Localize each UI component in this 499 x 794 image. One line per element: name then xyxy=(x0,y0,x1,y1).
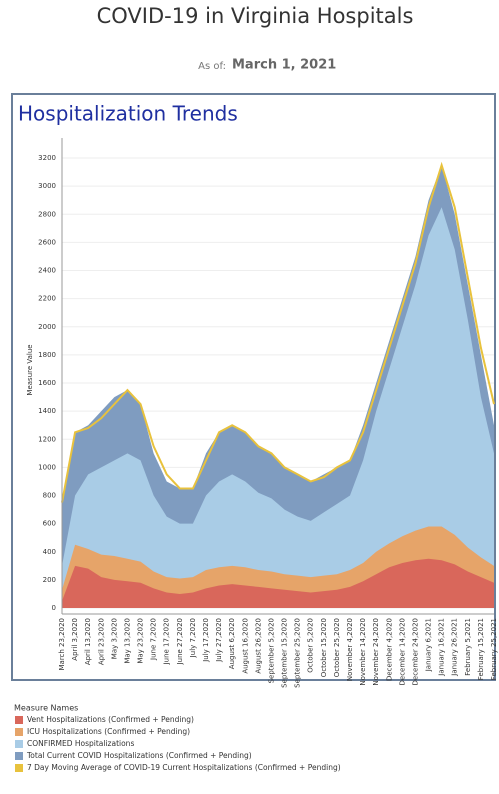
x-tick-label: January 26,2021 xyxy=(451,618,459,677)
x-tick-label: May 3,2020 xyxy=(110,618,118,659)
x-tick-label: January 6,2021 xyxy=(425,618,433,672)
x-tick-label: May 23,2020 xyxy=(137,618,145,664)
area xyxy=(62,207,494,609)
x-tick-label: April 13,2020 xyxy=(84,618,92,665)
x-tick-label: August 26,2020 xyxy=(254,618,262,674)
y-tick-label: 1400 xyxy=(38,407,56,415)
y-tick-label: 400 xyxy=(43,548,56,556)
legend-swatch xyxy=(15,740,23,748)
y-tick-label: 3200 xyxy=(38,154,56,162)
x-tick-label: January 16,2021 xyxy=(438,618,446,677)
legend-swatch xyxy=(15,728,23,736)
legend-label: Total Current COVID Hospitalizations (Co… xyxy=(26,751,252,760)
y-tick-label: 1600 xyxy=(38,379,56,387)
y-tick-label: 1000 xyxy=(38,463,56,471)
legend-swatch xyxy=(15,764,23,772)
x-tick-label: September 25,2020 xyxy=(294,618,302,688)
x-tick-label: February 15,2021 xyxy=(477,618,485,680)
as-of-date: March 1, 2021 xyxy=(232,58,336,73)
x-tick-label: September 5,2020 xyxy=(267,618,275,683)
page-title: COVID-19 in Virginia Hospitals xyxy=(97,4,414,28)
x-tick-label: December 24,2020 xyxy=(411,618,419,685)
area xyxy=(62,558,494,608)
x-tick-label: November 14,2020 xyxy=(359,618,367,686)
as-of-label: As of: xyxy=(198,61,226,72)
legend-label: ICU Hospitalizations (Confirmed + Pendin… xyxy=(27,727,190,736)
y-tick-label: 2200 xyxy=(38,295,56,303)
x-tick-label: September 15,2020 xyxy=(281,618,289,688)
x-tick-label: October 5,2020 xyxy=(307,618,315,673)
x-tick-label: December 4,2020 xyxy=(385,618,393,681)
x-tick-label: April 3,2020 xyxy=(71,618,79,661)
x-tick-label: June 7,2020 xyxy=(150,618,158,661)
legend-label: Vent Hospitalizations (Confirmed + Pendi… xyxy=(27,715,194,724)
legend-swatch xyxy=(15,716,23,724)
x-tick-label: August 6,2020 xyxy=(228,618,236,669)
x-tick-label: February 25,2021 xyxy=(490,618,498,680)
y-axis-label: Measure Value xyxy=(26,344,34,395)
legend-title: Measure Names xyxy=(14,704,78,713)
x-tick-label: December 14,2020 xyxy=(398,618,406,685)
x-tick-label: August 16,2020 xyxy=(241,618,249,674)
y-tick-label: 2600 xyxy=(38,238,56,246)
y-tick-label: 3000 xyxy=(38,182,56,190)
x-tick-label: October 25,2020 xyxy=(333,618,341,677)
x-tick-label: November 4,2020 xyxy=(346,618,354,681)
x-tick-label: November 24,2020 xyxy=(372,618,380,686)
y-tick-label: 2400 xyxy=(38,267,56,275)
plot: 0 200 400 600 800 1000 1200 1400 1600 1800 2000 220… xyxy=(15,138,498,772)
x-tick-label: June 27,2020 xyxy=(176,618,184,665)
y-tick-label: 1800 xyxy=(38,351,56,359)
y-tick-label: 800 xyxy=(43,492,56,500)
x-tick-label: July 17,2020 xyxy=(202,618,210,663)
y-tick-label: 1200 xyxy=(38,435,56,443)
x-tick-label: February 5,2021 xyxy=(464,618,472,676)
x-tick-label: March 23,2020 xyxy=(58,618,66,671)
y-tick-label: 2000 xyxy=(38,323,56,331)
y-tick-label: 0 xyxy=(52,604,56,612)
x-tick-label: July 7,2020 xyxy=(189,618,197,658)
y-tick-label: 600 xyxy=(43,520,56,528)
x-tick-label: April 23,2020 xyxy=(97,618,105,665)
x-tick-label: October 15,2020 xyxy=(320,618,328,677)
legend-label: CONFIRMED Hospitalizations xyxy=(27,739,134,748)
line xyxy=(61,161,495,503)
legend-label: 7 Day Moving Average of COVID-19 Current… xyxy=(27,763,341,772)
x-tick-label: June 17,2020 xyxy=(163,618,171,665)
x-tick-label: May 13,2020 xyxy=(123,618,131,664)
legend-swatch xyxy=(15,752,23,760)
y-tick-label: 200 xyxy=(43,576,56,584)
y-tick-label: 2800 xyxy=(38,210,56,218)
x-tick-label: July 27,2020 xyxy=(215,618,223,663)
chart-title: Hospitalization Trends xyxy=(18,102,238,126)
